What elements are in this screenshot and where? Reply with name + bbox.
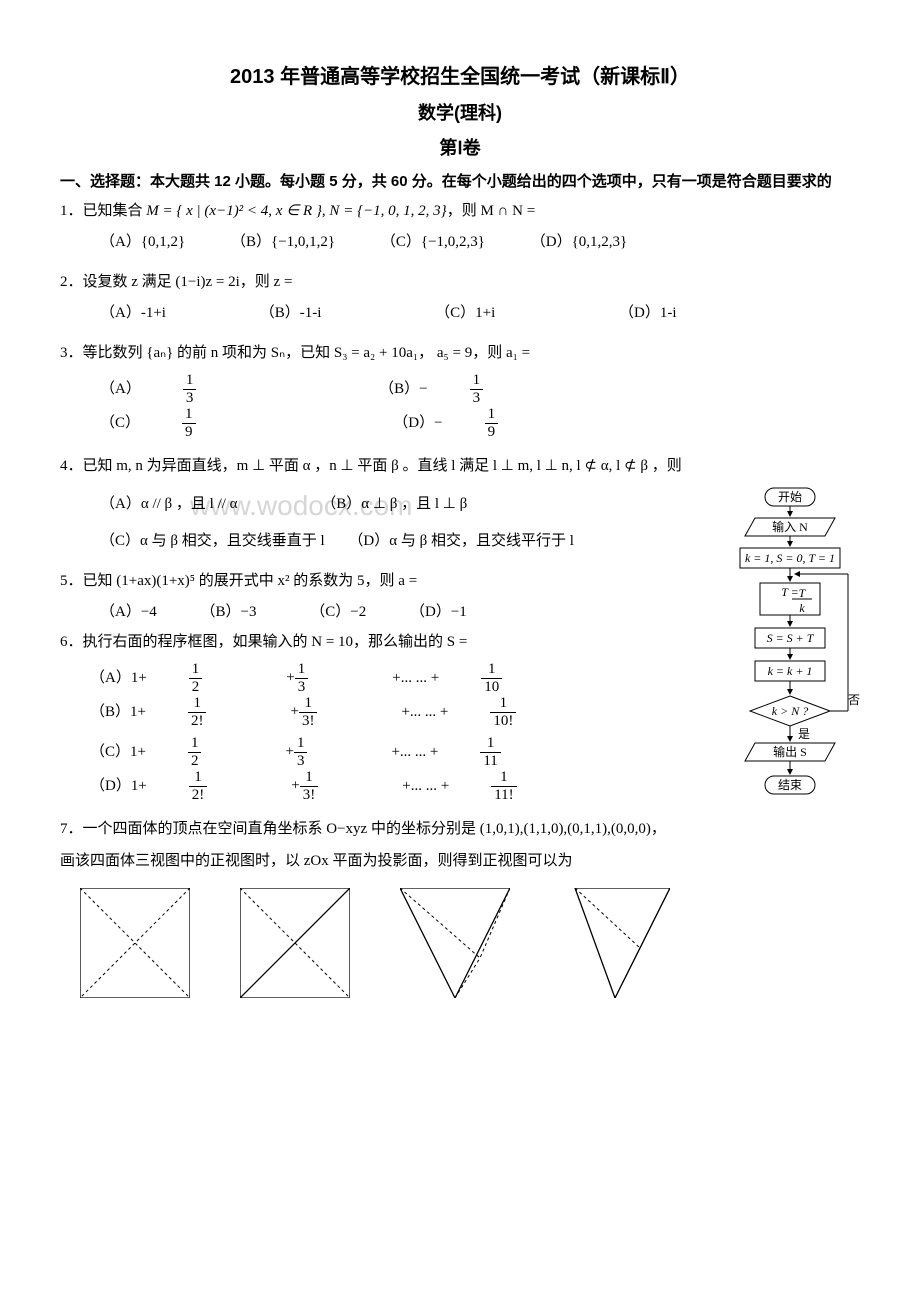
q6-choice-d: （D）1+12!+13!+... ... +111! <box>90 769 601 803</box>
q4-choices: （A）α // β ，且 l // α （B）α ⊥ β ，且 l ⊥ β （C… <box>60 492 720 555</box>
q2-choices: （A）-1+i （B）-1-i （C）1+i （D）1-i <box>60 301 860 327</box>
q5-choice-d: （D）−1 <box>410 600 467 626</box>
q1-choices: （A）{0,1,2} （B）{−1,0,1,2} （C）{−1,0,2,3} （… <box>60 230 860 256</box>
page-subtitle: 数学(理科) <box>60 98 860 129</box>
q5-choice-b: （B）−3 <box>201 600 257 626</box>
svg-text:输出 S: 输出 S <box>773 744 807 759</box>
question-2: 2．设复数 z 满足 (1−i)z = 2i，则 z = <box>60 270 860 296</box>
question-4: 4．已知 m, n 为异面直线，m ⊥ 平面 α ，n ⊥ 平面 β 。直线 l… <box>60 454 860 480</box>
svg-text:T =: T = <box>781 585 799 599</box>
svg-text:k = 1, S = 0, T = 1: k = 1, S = 0, T = 1 <box>745 551 835 565</box>
q1-choice-c: （C）{−1,0,2,3} <box>381 230 485 256</box>
section-heading: 第Ⅰ卷 <box>60 133 860 164</box>
question-5: 5．已知 (1+ax)(1+x)⁵ 的展开式中 x² 的系数为 5，则 a = <box>60 569 720 595</box>
q1-text-pre: 1．已知集合 <box>60 203 146 219</box>
q5-choices: （A）−4 （B）−3 （C）−2 （D）−1 <box>60 600 720 626</box>
q1-choice-d: （D）{0,1,2,3} <box>531 230 627 256</box>
instructions: 一、选择题：本大题共 12 小题。每小题 5 分，共 60 分。在每个小题给出的… <box>60 169 860 195</box>
q6-choices: （A）1+12+13+... ... +110 （B）1+12!+13!+...… <box>60 661 720 803</box>
q4-choice-a: （A）α // β ，且 l // α <box>100 492 238 518</box>
q4-choice-d: （D）α 与 β 相交，且交线平行于 l <box>348 529 574 555</box>
flowchart: 开始 输入 N k = 1, S = 0, T = 1 T = T k S = … <box>730 486 860 866</box>
q1-text-post: ，则 M ∩ N = <box>447 203 535 219</box>
svg-text:否: 否 <box>848 693 860 707</box>
question-7-line2: 画该四面体三视图中的正视图时，以 zOx 平面为投影面，则得到正视图可以为 <box>60 849 720 875</box>
q2-choice-a: （A）-1+i <box>100 301 166 327</box>
svg-text:S = S + T: S = S + T <box>767 631 815 645</box>
q6-choice-a: （A）1+12+13+... ... +110 <box>90 661 586 695</box>
q6-choice-b: （B）1+12!+13!+... ... +110! <box>90 695 600 729</box>
q1-math: M = { x | (x−1)² < 4, x ∈ R }, N = {−1, … <box>146 203 446 219</box>
svg-text:k: k <box>799 601 805 615</box>
question-6: 6．执行右面的程序框图，如果输入的 N = 10，那么输出的 S = <box>60 630 720 656</box>
view-d <box>560 888 670 998</box>
q1-choice-a: （A）{0,1,2} <box>100 230 185 256</box>
q4-choice-b: （B）α ⊥ β ，且 l ⊥ β <box>321 492 467 518</box>
view-a <box>80 888 190 998</box>
question-1: 1．已知集合 M = { x | (x−1)² < 4, x ∈ R }, N … <box>60 199 860 225</box>
view-b <box>240 888 350 998</box>
question-3: 3．等比数列 {aₙ} 的前 n 项和为 Sₙ，已知 S₃ = a₂ + 10a… <box>60 341 860 367</box>
svg-text:结束: 结束 <box>778 778 802 792</box>
flowchart-svg: 开始 输入 N k = 1, S = 0, T = 1 T = T k S = … <box>730 486 860 866</box>
svg-text:是: 是 <box>798 727 810 741</box>
svg-text:k = k + 1: k = k + 1 <box>768 664 813 678</box>
q3-choice-d: （D）−19 <box>393 406 582 440</box>
q7-views <box>60 888 860 998</box>
svg-text:开始: 开始 <box>778 490 802 504</box>
q3-choice-b: （B）−13 <box>379 372 567 406</box>
svg-text:输入 N: 输入 N <box>772 519 808 534</box>
q6-choice-c: （C）1+12+13+... ... +111 <box>90 735 585 769</box>
page-title: 2013 年普通高等学校招生全国统一考试（新课标Ⅱ） <box>60 60 860 94</box>
q1-choice-b: （B）{−1,0,1,2} <box>231 230 335 256</box>
q3-choice-c: （C）19 <box>100 406 280 440</box>
q2-choice-d: （D）1-i <box>619 301 677 327</box>
q5-choice-a: （A）−4 <box>100 600 157 626</box>
q4-choice-c: （C）α 与 β 相交，且交线垂直于 l <box>100 529 325 555</box>
question-7: 7．一个四面体的顶点在空间直角坐标系 O−xyz 中的坐标分别是 (1,0,1)… <box>60 817 720 843</box>
q2-choice-b: （B）-1-i <box>260 301 322 327</box>
svg-text:k > N ?: k > N ? <box>772 704 808 718</box>
q2-choice-c: （C）1+i <box>435 301 495 327</box>
q3-choice-a: （A）13 <box>100 372 280 406</box>
q3-choices: （A）13 （B）−13 （C）19 （D）−19 <box>60 372 860 440</box>
view-c <box>400 888 510 998</box>
q5-choice-c: （C）−2 <box>310 600 366 626</box>
